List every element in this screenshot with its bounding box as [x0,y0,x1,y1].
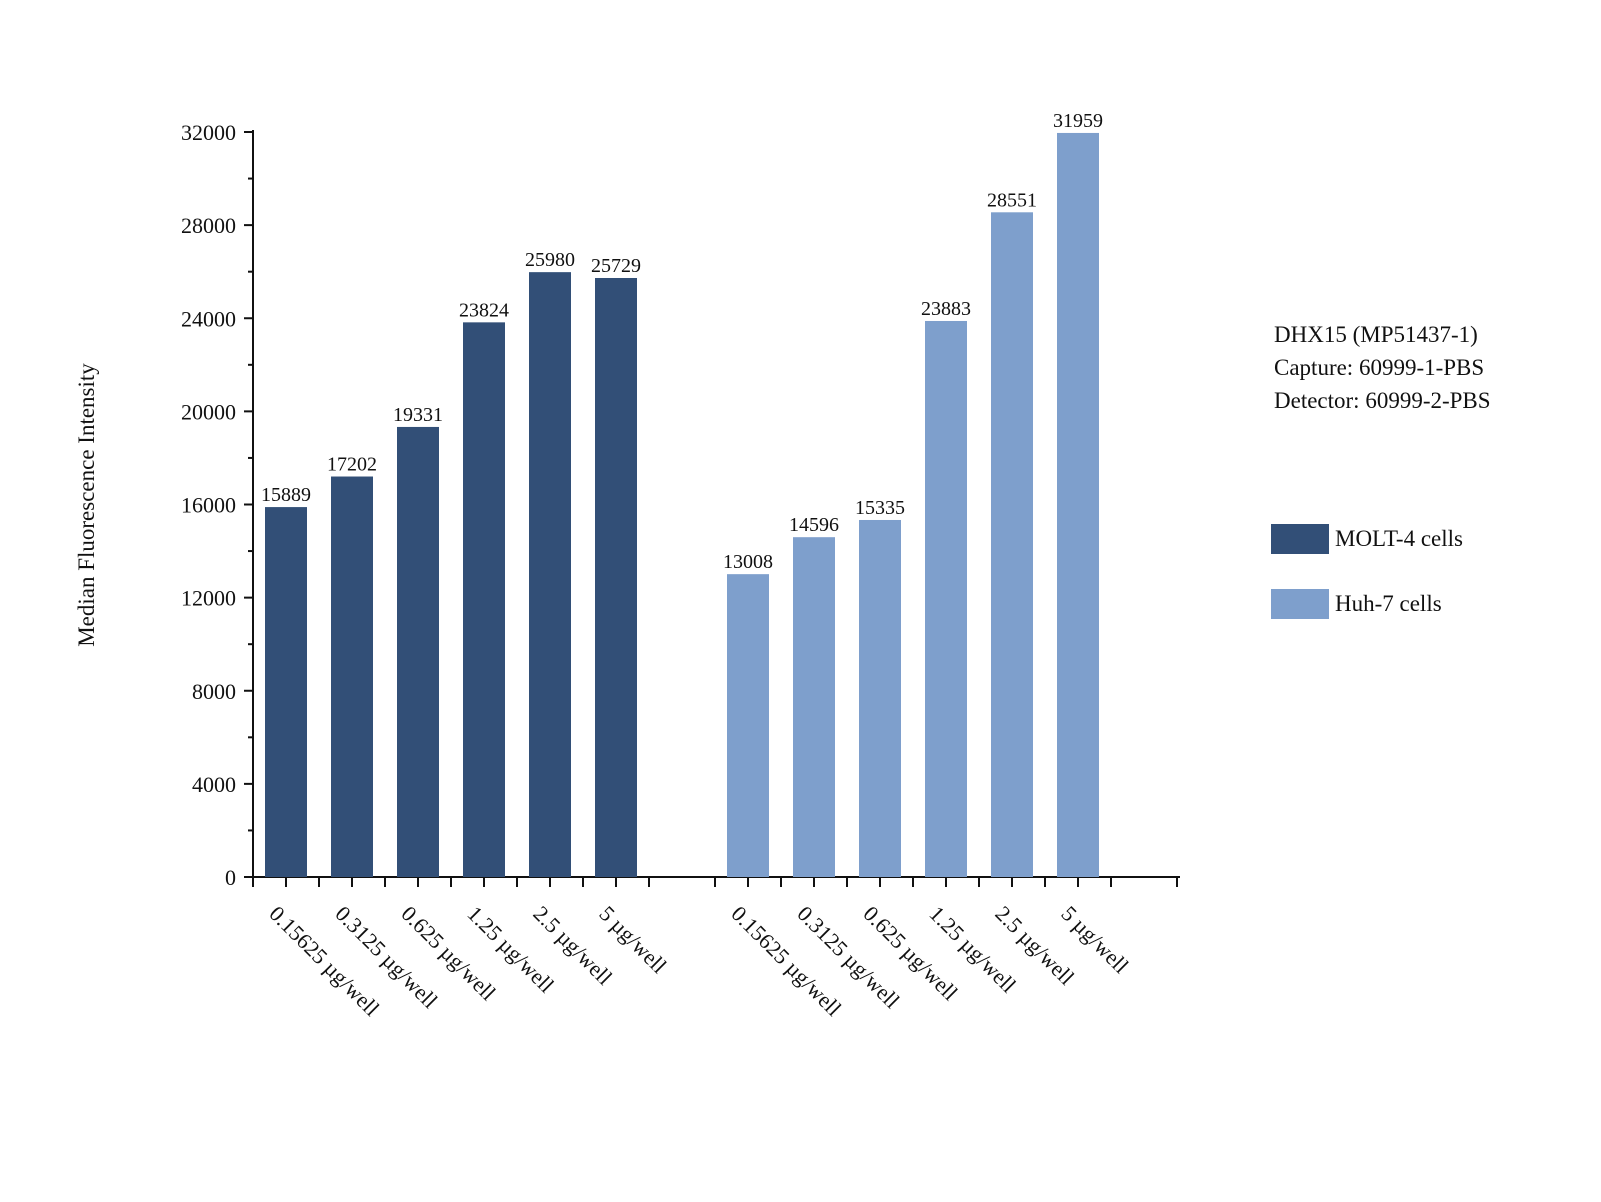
legend-swatch-molt4 [1271,524,1329,554]
bar [1057,132,1099,877]
legend-label-huh7: Huh-7 cells [1335,591,1442,616]
bar [331,476,373,877]
bar-value-label: 23883 [921,298,971,320]
bar-value-label: 23824 [459,299,509,321]
bar-value-label: 25980 [525,249,575,271]
y-tick-label: 0 [225,865,236,890]
bar [793,537,835,877]
bar-value-label: 14596 [789,514,839,536]
assay-annotation: DHX15 (MP51437-1) Capture: 60999-1-PBS D… [1274,318,1491,417]
y-tick-label: 16000 [181,493,236,518]
bar [727,574,769,877]
bar-value-label: 28551 [987,189,1037,211]
bar [397,426,439,877]
data-labels: 15889 17202 19331 23824 25980 25729 13008 14596… [261,110,1103,573]
bar-value-label: 17202 [327,454,377,476]
annotation-line-capture: Capture: 60999-1-PBS [1274,355,1485,380]
bar-value-label: 15889 [261,484,311,506]
bar [925,320,967,878]
y-tick-label: 32000 [181,120,236,145]
y-tick-label: 12000 [181,586,236,611]
bar-value-label: 31959 [1053,110,1103,132]
bar-value-label: 15335 [855,497,905,519]
y-tick-label: 8000 [192,679,236,704]
bar [265,507,307,877]
bar-value-label: 25729 [591,255,641,277]
legend-item-huh7: Huh-7 cells [1271,589,1463,619]
x-axis [252,876,1180,887]
legend-label-molt4: MOLT-4 cells [1335,526,1463,551]
annotation-line-antibody: DHX15 (MP51437-1) [1274,322,1478,347]
bar-value-label: 13008 [723,551,773,573]
legend-swatch-huh7 [1271,589,1329,619]
legend-item-molt4: MOLT-4 cells [1271,524,1463,554]
bars [265,132,1099,878]
bar [859,519,901,877]
y-axis: 0 4000 8000 12000 16000 20000 24000 28000 32000 [181,120,254,890]
bar-value-label: 19331 [393,404,443,426]
bar [463,322,505,877]
bar [529,272,571,877]
y-tick-label: 24000 [181,306,236,331]
y-axis-title: Median Fluorescence Intensity [74,363,99,647]
bar [991,212,1033,878]
legend: MOLT-4 cells Huh-7 cells [1271,524,1463,654]
annotation-line-detector: Detector: 60999-2-PBS [1274,388,1491,413]
bar [595,277,637,877]
y-tick-label: 20000 [181,399,236,424]
y-tick-label: 4000 [192,772,236,797]
y-tick-label: 28000 [181,213,236,238]
